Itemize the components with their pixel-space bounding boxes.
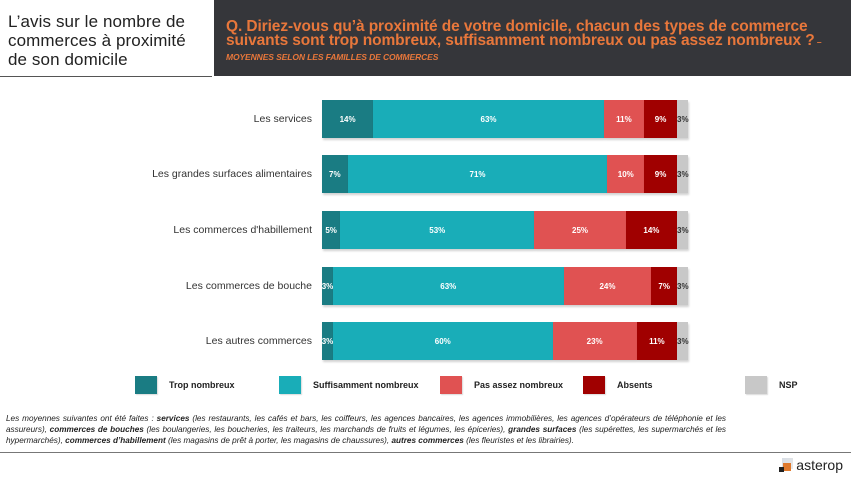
data-label: 10% <box>617 169 634 179</box>
chart-legend: Trop nombreux Suffisamment nombreux Pas as… <box>0 375 851 397</box>
legend-swatch <box>440 376 462 394</box>
data-label: 53% <box>429 225 446 235</box>
bar-segment-trop-nombreux: 7% <box>322 155 348 193</box>
footnote-text: (les fleuristes et les librairies). <box>463 436 574 445</box>
data-label: 25% <box>572 225 589 235</box>
legend-item: Trop nombreux <box>135 376 235 394</box>
footnote-text: (les boulangeries, les boucheries, les t… <box>143 425 509 434</box>
footnote-text: Les moyennes suivantes ont été faites : <box>6 414 157 423</box>
data-label: 63% <box>480 114 497 124</box>
bar-segment-trop-nombreux: 3% <box>322 267 333 305</box>
footer-divider <box>0 452 851 453</box>
data-label: 63% <box>440 281 457 291</box>
bar-segment-pas-assez-nombreux: 25% <box>534 211 626 249</box>
asterop-logo-icon <box>779 458 794 472</box>
question-main: Q. Diriez-vous qu’à proximité de votre d… <box>226 18 815 49</box>
footnote: Les moyennes suivantes ont été faites : … <box>6 413 726 446</box>
data-label: 11% <box>649 336 665 346</box>
bar-segment-trop-nombreux: 3% <box>322 322 333 360</box>
data-label: 3% <box>321 281 334 291</box>
bar-segment-pas-assez-nombreux: 23% <box>552 322 637 360</box>
data-label: 24% <box>599 281 616 291</box>
category-label: Les grandes surfaces alimentaires <box>152 168 312 180</box>
footnote-term: commerces d’habillement <box>65 436 166 445</box>
bar-segment-absents: 11% <box>636 322 677 360</box>
footnote-text: (les restaurants, les cafés et bars, les… <box>6 414 726 434</box>
bar-segment-nsp: 3% <box>677 211 689 249</box>
footnote-term: autres commerces <box>391 436 464 445</box>
footnote-term: services <box>156 414 190 423</box>
category-label: Les commerces d'habillement <box>173 224 312 236</box>
bar-segment-suffisamment-nombreux: 63% <box>373 100 604 138</box>
bar-segment-suffisamment-nombreux: 60% <box>332 322 553 360</box>
data-label: 7% <box>658 281 670 291</box>
data-label: 3% <box>677 281 689 291</box>
legend-label: NSP <box>779 380 798 390</box>
legend-swatch <box>745 376 767 394</box>
bar-segment-absents: 9% <box>644 155 678 193</box>
asterop-logo: asterop <box>779 457 843 473</box>
stacked-bar-chart: Les services 14% 63% 11% 9% 3% Les grandes sur… <box>0 90 851 370</box>
legend-item: Pas assez nombreux <box>440 376 563 394</box>
bar-segment-suffisamment-nombreux: 71% <box>347 155 608 193</box>
legend-label: Suffisamment nombreux <box>313 380 419 390</box>
category-label: Les autres commerces <box>205 335 312 347</box>
data-label: 3% <box>677 114 689 124</box>
data-label: 9% <box>654 114 667 124</box>
bar-segment-pas-assez-nombreux: 11% <box>603 100 645 138</box>
logo-text: asterop <box>796 457 843 473</box>
question-banner: Q. Diriez-vous qu’à proximité de votre d… <box>214 0 851 76</box>
footnote-text: (les supérettes, les supermarchés et les… <box>6 425 726 445</box>
data-label: 9% <box>654 169 667 179</box>
data-label: 14% <box>643 225 660 235</box>
bar-segment-suffisamment-nombreux: 53% <box>340 211 535 249</box>
legend-item: NSP <box>745 376 798 394</box>
question-text: Q. Diriez-vous qu’à proximité de votre d… <box>226 18 841 64</box>
data-label: 23% <box>586 336 603 346</box>
bar-segment-trop-nombreux: 14% <box>322 100 374 138</box>
category-label: Les commerces de bouche <box>185 280 312 292</box>
legend-label: Pas assez nombreux <box>474 380 564 390</box>
footnote-text: (les magasins de prêt à porter, les maga… <box>165 436 392 445</box>
bar-segment-nsp: 3% <box>677 155 689 193</box>
legend-label: Absents <box>617 380 653 390</box>
legend-swatch <box>135 376 157 394</box>
question-subtitle: – MOYENNES SELON LES FAMILLES DE COMMERC… <box>226 37 822 62</box>
page-title: L’avis sur le nombre de commerces à prox… <box>8 12 186 69</box>
data-label: 71% <box>469 169 486 179</box>
data-label: 14% <box>339 114 356 124</box>
data-label: 3% <box>677 169 689 179</box>
data-label: 3% <box>677 336 689 346</box>
bar-segment-absents: 7% <box>651 267 677 305</box>
bar-segment-nsp: 3% <box>677 322 689 360</box>
data-label: 7% <box>329 169 341 179</box>
bar-segment-absents: 14% <box>625 211 677 249</box>
category-label: Les services <box>253 113 312 125</box>
legend-item: Suffisamment nombreux <box>279 376 419 394</box>
data-label: 3% <box>321 336 334 346</box>
bar-segment-nsp: 3% <box>677 267 689 305</box>
data-label: 60% <box>434 336 451 346</box>
bar-segment-trop-nombreux: 5% <box>322 211 341 249</box>
footnote-term: grandes surfaces <box>508 425 577 434</box>
legend-label: Trop nombreux <box>169 380 235 390</box>
legend-swatch <box>583 376 605 394</box>
legend-swatch <box>279 376 301 394</box>
title-divider <box>0 76 212 77</box>
footnote-term: commerces de bouches <box>49 425 144 434</box>
bar-segment-suffisamment-nombreux: 63% <box>332 267 564 305</box>
legend-item: Absents <box>583 376 653 394</box>
data-label: 11% <box>616 114 632 124</box>
bar-segment-pas-assez-nombreux: 24% <box>563 267 652 305</box>
bar-segment-absents: 9% <box>644 100 678 138</box>
bar-segment-pas-assez-nombreux: 10% <box>607 155 645 193</box>
data-label: 5% <box>325 225 337 235</box>
data-label: 3% <box>677 225 689 235</box>
bar-segment-nsp: 3% <box>677 100 689 138</box>
